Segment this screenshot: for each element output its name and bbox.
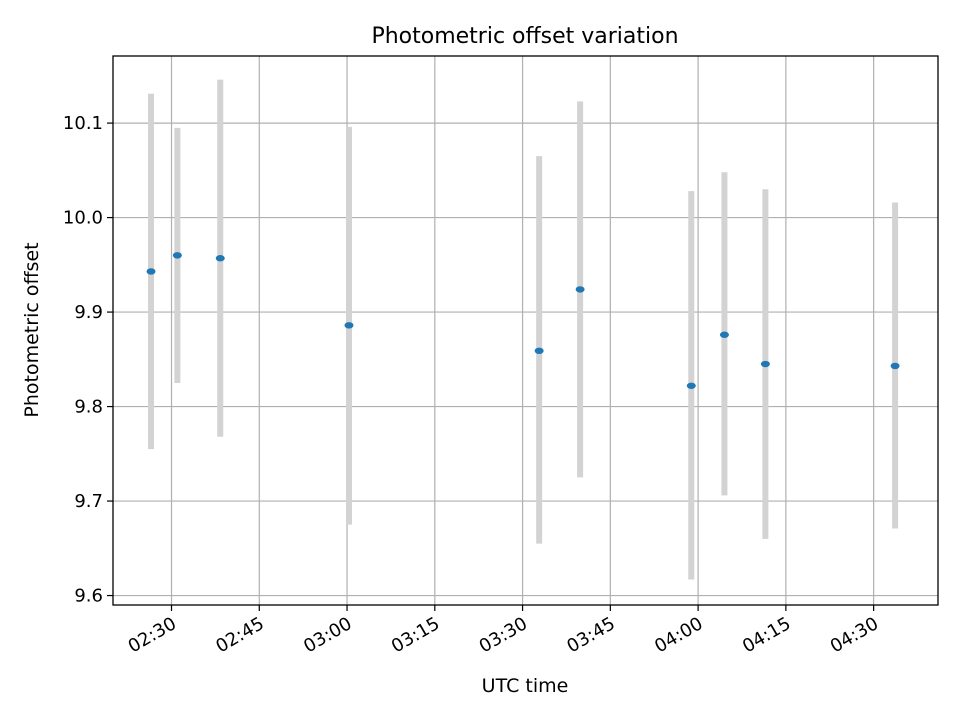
data-points — [146, 252, 900, 389]
x-tick-label: 04:00 — [651, 613, 706, 657]
data-point — [215, 255, 225, 262]
data-point — [344, 322, 354, 329]
y-tick-label: 10.0 — [63, 208, 103, 229]
x-tick-label: 04:15 — [739, 613, 794, 657]
y-tick-label: 9.6 — [74, 586, 103, 607]
y-axis-label: Photometric offset — [21, 242, 43, 417]
data-point — [760, 360, 770, 368]
data-point — [890, 362, 900, 370]
y-axis-ticks: 9.6 9.7 9.8 9.9 10.0 10.1 — [63, 113, 113, 607]
y-tick-label: 10.1 — [63, 113, 103, 134]
y-tick-label: 9.9 — [74, 302, 103, 323]
data-point — [686, 382, 696, 389]
data-point — [534, 347, 544, 355]
x-axis-ticks: 02:30 02:45 03:00 03:15 03:30 03:45 04:00 04:15… — [125, 605, 882, 657]
data-point — [575, 286, 585, 293]
data-point — [719, 331, 729, 338]
data-point — [172, 252, 182, 259]
y-tick-label: 9.8 — [74, 397, 103, 418]
x-tick-label: 03:15 — [388, 613, 443, 657]
x-tick-label: 03:45 — [563, 613, 618, 657]
x-tick-label: 02:30 — [125, 613, 180, 657]
x-tick-label: 02:45 — [212, 613, 267, 657]
x-tick-label: 04:30 — [827, 613, 882, 657]
x-tick-label: 03:00 — [300, 613, 355, 657]
data-point — [146, 268, 156, 275]
x-tick-label: 03:30 — [476, 613, 531, 657]
plot-frame — [112, 55, 939, 606]
y-tick-label: 9.7 — [74, 491, 103, 512]
grid-lines — [113, 56, 938, 605]
chart-title: Photometric offset variation — [371, 24, 678, 49]
x-axis-label: UTC time — [482, 675, 569, 697]
